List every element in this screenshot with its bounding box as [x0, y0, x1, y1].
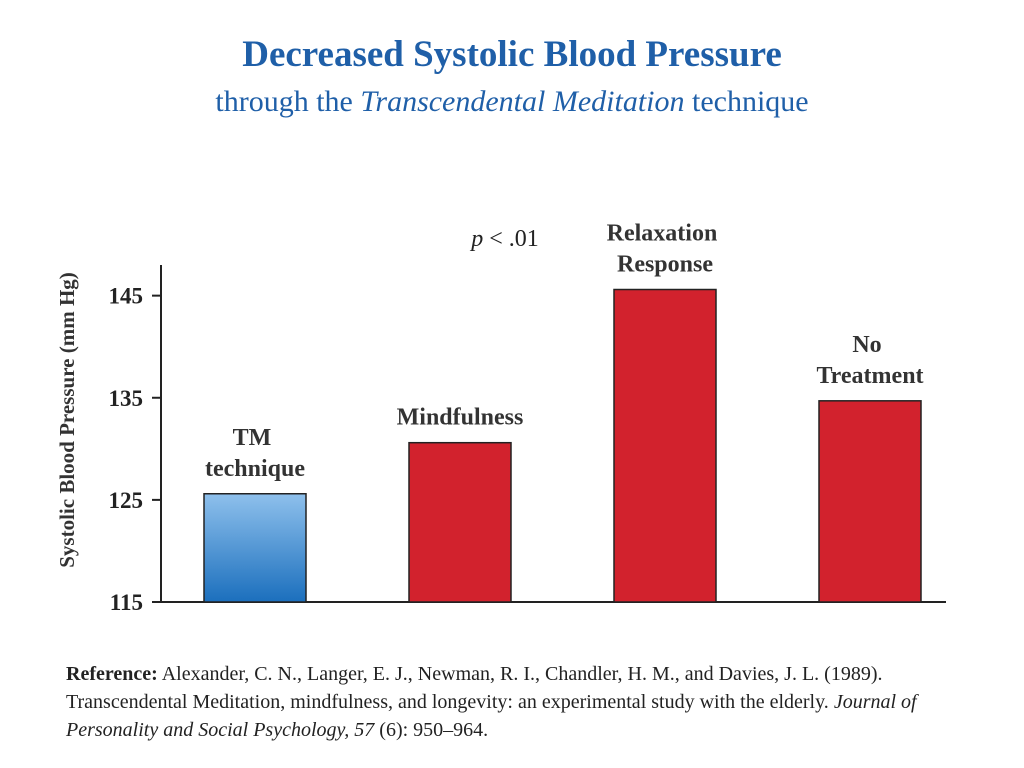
bar	[818, 400, 922, 603]
category-label-line: Response	[617, 252, 713, 278]
bar	[203, 493, 307, 603]
subtitle-part: Transcendental Meditation	[360, 85, 684, 118]
reference-journal: Journal of Personality and Social Psycho…	[66, 691, 917, 741]
reference-label: Reference:	[66, 663, 158, 685]
category-label: No Treatment	[816, 332, 923, 389]
bar	[408, 441, 512, 603]
subtitle-part: technique	[692, 85, 809, 118]
chart-subtitle: through the Transcendental Meditation te…	[215, 85, 808, 118]
category-label: Mindfulness	[397, 405, 524, 431]
category-label-line: technique	[205, 456, 305, 482]
category-label-line: Relaxation	[607, 221, 724, 247]
annotation-part: p	[469, 226, 483, 252]
annotation-part: < .01	[489, 226, 539, 252]
category-label: Relaxation Response	[607, 221, 724, 278]
annotation: p < .01	[469, 226, 539, 252]
category-label: TM technique	[205, 425, 305, 482]
reference: Reference: Alexander, C. N., Langer, E. …	[66, 660, 956, 744]
y-tick-label: 135	[109, 386, 144, 411]
category-label-line: No	[852, 332, 887, 358]
category-label-line: TM	[233, 425, 278, 451]
chart: Decreased Systolic Blood Pressure throug…	[55, 34, 946, 615]
reference-text: Alexander, C. N., Langer, E. J., Newman,…	[66, 663, 883, 713]
chart-title: Decreased Systolic Blood Pressure	[242, 34, 782, 75]
bar	[613, 288, 717, 603]
category-label-line: Mindfulness	[397, 405, 524, 431]
subtitle-part: through the	[215, 85, 352, 118]
y-tick-label: 145	[109, 284, 144, 309]
y-tick-label: 115	[110, 590, 143, 615]
y-axis-label: Systolic Blood Pressure (mm Hg)	[55, 272, 79, 568]
reference-text: (6): 950–964.	[379, 719, 489, 741]
category-label-line: Treatment	[816, 363, 923, 389]
y-tick-label: 125	[109, 488, 144, 513]
